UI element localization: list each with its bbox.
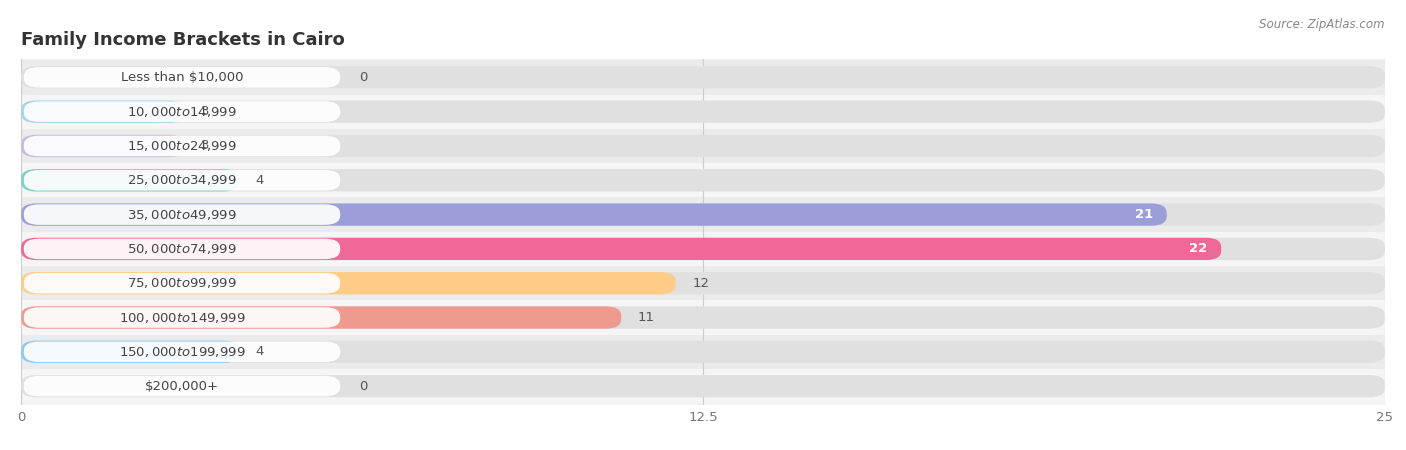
FancyBboxPatch shape (21, 135, 1385, 157)
FancyBboxPatch shape (21, 306, 621, 328)
Text: $100,000 to $149,999: $100,000 to $149,999 (118, 310, 245, 324)
FancyBboxPatch shape (21, 341, 1385, 363)
FancyBboxPatch shape (21, 306, 1385, 328)
Text: $150,000 to $199,999: $150,000 to $199,999 (118, 345, 245, 359)
FancyBboxPatch shape (24, 376, 340, 396)
FancyBboxPatch shape (21, 272, 676, 294)
FancyBboxPatch shape (21, 266, 1385, 300)
Text: $25,000 to $34,999: $25,000 to $34,999 (127, 173, 236, 187)
FancyBboxPatch shape (21, 60, 1385, 94)
FancyBboxPatch shape (24, 67, 340, 88)
Text: $200,000+: $200,000+ (145, 380, 219, 393)
Text: Family Income Brackets in Cairo: Family Income Brackets in Cairo (21, 31, 344, 49)
Text: 21: 21 (1135, 208, 1153, 221)
Text: 12: 12 (692, 277, 709, 290)
FancyBboxPatch shape (21, 272, 1385, 294)
FancyBboxPatch shape (21, 100, 184, 123)
FancyBboxPatch shape (21, 94, 1385, 129)
FancyBboxPatch shape (21, 369, 1385, 403)
Text: 4: 4 (256, 345, 264, 358)
FancyBboxPatch shape (24, 170, 340, 190)
Text: Less than $10,000: Less than $10,000 (121, 71, 243, 84)
Text: 3: 3 (201, 140, 209, 153)
Text: $75,000 to $99,999: $75,000 to $99,999 (127, 276, 236, 290)
Text: 22: 22 (1189, 243, 1208, 256)
FancyBboxPatch shape (24, 136, 340, 156)
FancyBboxPatch shape (21, 203, 1167, 226)
Text: 3: 3 (201, 105, 209, 118)
FancyBboxPatch shape (21, 238, 1222, 260)
FancyBboxPatch shape (21, 203, 1385, 226)
FancyBboxPatch shape (24, 204, 340, 225)
FancyBboxPatch shape (24, 342, 340, 362)
FancyBboxPatch shape (21, 129, 1385, 163)
Text: $50,000 to $74,999: $50,000 to $74,999 (127, 242, 236, 256)
FancyBboxPatch shape (21, 341, 239, 363)
Text: 0: 0 (360, 380, 368, 393)
FancyBboxPatch shape (21, 300, 1385, 335)
Text: 4: 4 (256, 174, 264, 187)
FancyBboxPatch shape (21, 135, 184, 157)
FancyBboxPatch shape (21, 198, 1385, 232)
FancyBboxPatch shape (21, 100, 1385, 123)
FancyBboxPatch shape (21, 335, 1385, 369)
FancyBboxPatch shape (21, 66, 1385, 89)
FancyBboxPatch shape (21, 232, 1385, 266)
Text: 0: 0 (360, 71, 368, 84)
FancyBboxPatch shape (21, 238, 1385, 260)
Text: $35,000 to $49,999: $35,000 to $49,999 (127, 207, 236, 221)
Text: $15,000 to $24,999: $15,000 to $24,999 (127, 139, 236, 153)
FancyBboxPatch shape (24, 273, 340, 293)
FancyBboxPatch shape (24, 307, 340, 328)
FancyBboxPatch shape (21, 169, 1385, 191)
Text: $10,000 to $14,999: $10,000 to $14,999 (127, 105, 236, 119)
Text: 11: 11 (637, 311, 655, 324)
FancyBboxPatch shape (24, 238, 340, 259)
FancyBboxPatch shape (21, 163, 1385, 198)
Text: Source: ZipAtlas.com: Source: ZipAtlas.com (1260, 18, 1385, 31)
FancyBboxPatch shape (21, 169, 239, 191)
FancyBboxPatch shape (24, 101, 340, 122)
FancyBboxPatch shape (21, 375, 1385, 397)
